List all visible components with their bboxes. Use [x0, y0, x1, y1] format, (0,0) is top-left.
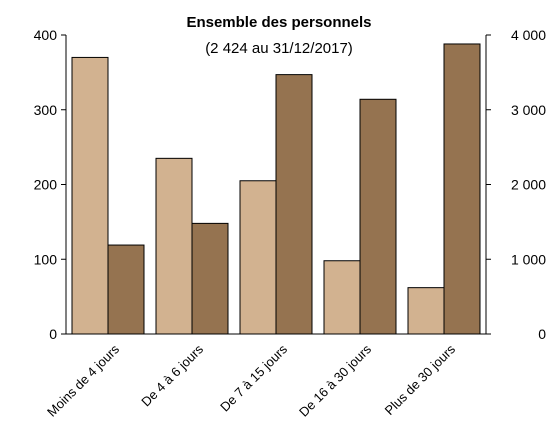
bar-left-series-1 — [71, 56, 109, 335]
right-axis-ticks: 0 1 000 2 000 3 000 4 000 — [486, 27, 546, 342]
right-tick-label: 0 — [538, 326, 546, 342]
bars-group — [71, 43, 481, 335]
bar-left-series-5 — [407, 287, 445, 335]
category-label: Plus de 30 jours — [382, 341, 459, 418]
right-tick-label: 4 000 — [511, 27, 546, 43]
bar-left-series-4 — [323, 260, 361, 335]
chart-title: Ensemble des personnels — [186, 14, 371, 31]
bar-right-series-5 — [443, 43, 481, 335]
left-tick-label: 400 — [34, 27, 58, 43]
left-tick-label: 100 — [34, 251, 58, 267]
chart-subtitle: (2 424 au 31/12/2017) — [205, 40, 353, 57]
left-tick-label: 200 — [34, 177, 58, 193]
category-label: De 7 à 15 jours — [217, 341, 290, 414]
right-tick-label: 2 000 — [511, 177, 546, 193]
bar-left-series-2 — [155, 157, 193, 335]
right-tick-label: 1 000 — [511, 251, 546, 267]
left-axis-ticks: 0 100 200 300 400 — [34, 27, 66, 342]
bar-right-series-3 — [275, 74, 313, 335]
category-label: De 16 à 30 jours — [296, 341, 374, 419]
category-label: De 4 à 6 jours — [138, 341, 206, 409]
left-tick-label: 0 — [49, 326, 57, 342]
category-label: Moins de 4 jours — [44, 341, 122, 419]
bar-right-series-1 — [107, 244, 145, 335]
bar-right-series-4 — [359, 98, 397, 335]
bar-left-series-3 — [239, 180, 277, 335]
bar-right-series-2 — [191, 222, 229, 335]
category-labels: Moins de 4 jours De 4 à 6 jours De 7 à 15 … — [44, 341, 458, 419]
left-tick-label: 300 — [34, 102, 58, 118]
right-tick-label: 3 000 — [511, 102, 546, 118]
